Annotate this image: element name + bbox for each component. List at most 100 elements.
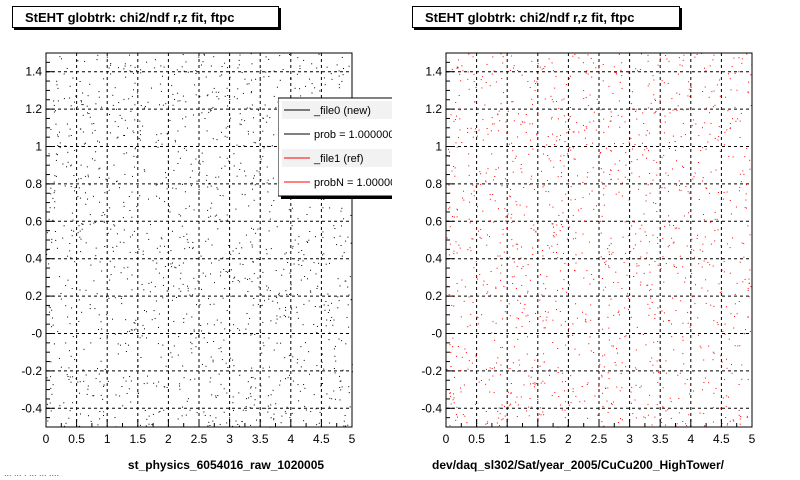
scatter-point: [628, 72, 630, 74]
scatter-point: [251, 333, 253, 335]
scatter-point: [133, 230, 135, 232]
scatter-point: [195, 94, 197, 96]
scatter-point: [227, 271, 228, 273]
scatter-point: [567, 155, 569, 157]
scatter-point: [238, 64, 240, 66]
scatter-point: [216, 319, 218, 321]
scatter-point: [124, 173, 126, 175]
scatter-point: [560, 176, 562, 177]
scatter-point: [110, 274, 112, 276]
scatter-point: [516, 243, 518, 245]
scatter-point: [221, 74, 223, 76]
scatter-point: [259, 80, 261, 82]
scatter-point: [705, 148, 707, 150]
scatter-point: [188, 205, 190, 207]
scatter-point: [119, 114, 121, 116]
scatter-point: [250, 334, 252, 336]
scatter-point: [55, 153, 57, 155]
scatter-point: [252, 261, 254, 263]
scatter-point: [549, 369, 551, 371]
scatter-point: [270, 417, 272, 419]
scatter-point: [63, 425, 65, 427]
scatter-point: [723, 261, 725, 263]
scatter-point: [218, 373, 220, 375]
scatter-point: [195, 158, 197, 160]
scatter-point: [679, 64, 681, 66]
scatter-point: [320, 265, 322, 266]
scatter-point: [116, 233, 118, 235]
scatter-series: [446, 53, 753, 428]
scatter-point: [578, 354, 580, 356]
scatter-point: [140, 105, 142, 106]
scatter-point: [560, 224, 562, 225]
scatter-point: [270, 394, 272, 396]
scatter-point: [721, 307, 723, 309]
scatter-point: [658, 359, 660, 361]
scatter-point: [612, 345, 614, 347]
scatter-point: [323, 304, 325, 306]
scatter-point: [350, 242, 352, 244]
scatter-point: [563, 252, 564, 254]
scatter-point: [747, 289, 749, 291]
scatter-point: [569, 75, 571, 77]
scatter-point: [99, 411, 101, 412]
y-tick-label: 1: [435, 140, 442, 154]
scatter-point: [203, 411, 205, 413]
scatter-point: [665, 263, 667, 265]
scatter-point: [87, 174, 89, 176]
scatter-point: [603, 425, 605, 427]
scatter-point: [229, 117, 231, 119]
scatter-point: [626, 274, 628, 276]
scatter-point: [739, 173, 741, 175]
scatter-point: [490, 294, 492, 296]
scatter-point: [741, 378, 743, 380]
scatter-point: [315, 408, 317, 410]
scatter-point: [616, 386, 618, 388]
scatter-point: [477, 258, 479, 260]
scatter-point: [749, 234, 751, 236]
scatter-point: [276, 342, 278, 344]
scatter-point: [454, 376, 455, 378]
scatter-point: [543, 361, 545, 363]
scatter-point: [603, 204, 605, 206]
scatter-point: [247, 323, 249, 325]
scatter-point: [714, 218, 716, 220]
scatter-point: [246, 313, 248, 314]
scatter-point: [269, 71, 271, 73]
scatter-point: [250, 424, 252, 426]
scatter-point: [337, 296, 339, 298]
scatter-point: [345, 280, 347, 282]
scatter-point: [568, 118, 570, 120]
scatter-point: [470, 127, 472, 129]
scatter-point: [604, 262, 606, 264]
scatter-point: [730, 213, 732, 215]
scatter-point: [48, 306, 50, 308]
scatter-point: [270, 404, 272, 406]
scatter-point: [196, 412, 198, 414]
scatter-point: [549, 204, 551, 206]
scatter-point: [303, 359, 305, 361]
scatter-point: [316, 288, 318, 289]
scatter-point: [544, 98, 546, 100]
scatter-point: [720, 245, 722, 247]
scatter-point: [718, 136, 720, 137]
scatter-point: [668, 60, 670, 62]
scatter-point: [693, 249, 695, 251]
scatter-point: [298, 400, 300, 402]
scatter-point: [104, 214, 106, 216]
scatter-point: [146, 418, 148, 420]
scatter-point: [593, 208, 595, 210]
scatter-point: [121, 296, 123, 298]
scatter-point: [631, 225, 633, 227]
scatter-point: [624, 176, 626, 178]
scatter-point: [601, 278, 603, 279]
scatter-point: [81, 104, 83, 106]
scatter-point: [741, 62, 743, 64]
scatter-point: [294, 87, 296, 89]
scatter-point: [99, 201, 100, 203]
scatter-point: [665, 55, 667, 56]
scatter-point: [124, 119, 126, 121]
scatter-point: [495, 168, 497, 170]
scatter-point: [718, 126, 720, 128]
scatter-point: [86, 166, 88, 168]
